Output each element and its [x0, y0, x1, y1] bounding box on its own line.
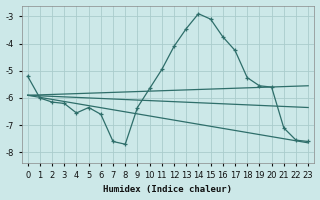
- X-axis label: Humidex (Indice chaleur): Humidex (Indice chaleur): [103, 185, 232, 194]
